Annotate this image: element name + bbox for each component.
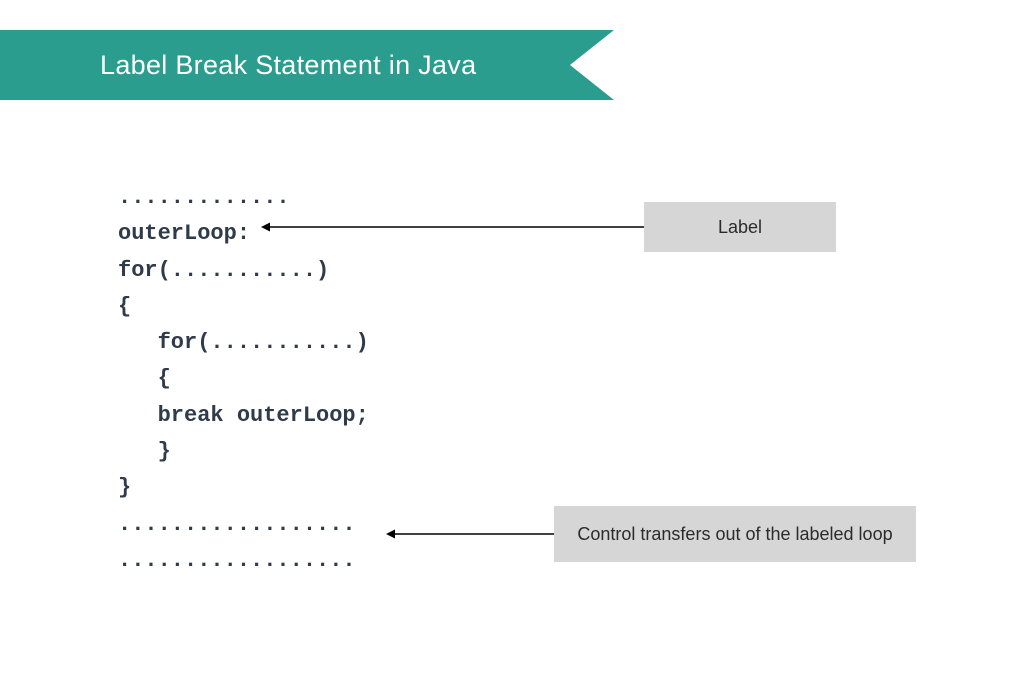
annotation-label-text: Label: [718, 217, 762, 238]
annotation-control-box: Control transfers out of the labeled loo…: [554, 506, 916, 562]
banner-title: Label Break Statement in Java: [100, 50, 476, 81]
annotation-label-box: Label: [644, 202, 836, 252]
code-block: ............. outerLoop: for(...........…: [118, 180, 369, 579]
title-banner: Label Break Statement in Java: [0, 30, 614, 100]
annotation-control-text: Control transfers out of the labeled loo…: [577, 524, 892, 545]
